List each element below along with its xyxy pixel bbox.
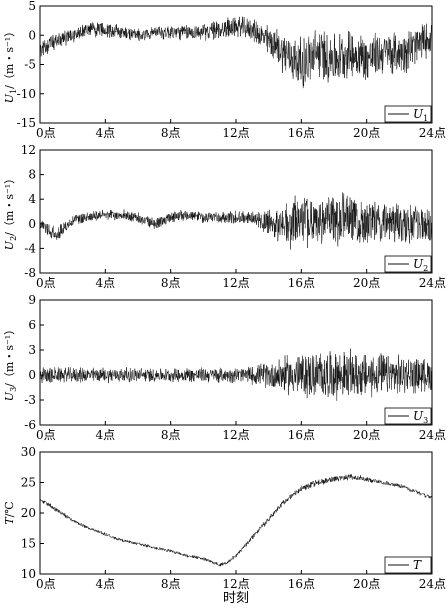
legend-label: T [413, 558, 422, 572]
x-tick-label: 20点 [353, 577, 380, 591]
panel-u3: 9 6 3 0 -3 -60点 4点 8点 12点 16点 20点 24点 U3/（m・s⁻¹） U3 [3, 293, 446, 442]
legend-label: U1 [413, 107, 428, 123]
x-tick-label: 4点 [96, 428, 116, 442]
y-axis-label: T/℃ [3, 501, 16, 524]
x-tick-label: 16点 [288, 428, 315, 442]
x-tick-label: 0点 [36, 276, 56, 290]
x-tick-label: 0点 [36, 577, 56, 591]
plot-frame [39, 451, 433, 575]
y-tick-label: 9 [28, 293, 36, 307]
y-tick-label: 6 [28, 318, 36, 332]
series-line-u2 [39, 192, 433, 250]
y-tick-label: -6 [24, 418, 36, 432]
x-tick-label: 4点 [96, 126, 116, 140]
y-tick-label: -5 [24, 58, 36, 72]
x-tick-label: 12点 [222, 428, 249, 442]
x-tick-label: 8点 [161, 577, 181, 591]
y-tick-label: -8 [24, 266, 36, 280]
y-tick-label: 4 [28, 192, 36, 206]
y-tick-label: -15 [17, 116, 36, 130]
y-tick-label: 25 [21, 476, 36, 490]
y-axis-label: U3/（m・s⁻¹） [3, 324, 18, 401]
y-tick-label: 0 [28, 217, 36, 231]
series-line-u1 [39, 16, 433, 89]
x-tick-label: 16点 [288, 276, 315, 290]
y-tick-label: 30 [21, 445, 36, 459]
y-tick-label: 15 [21, 537, 36, 551]
x-tick-label: 24点 [419, 126, 446, 140]
x-tick-label: 24点 [419, 276, 446, 290]
x-tick-label: 12点 [222, 126, 249, 140]
series-line-u3 [39, 348, 433, 401]
x-tick-label: 4点 [96, 577, 116, 591]
x-tick-label: 20点 [353, 428, 380, 442]
x-tick-label: 24点 [419, 428, 446, 442]
x-tick-label: 12点 [222, 577, 249, 591]
x-tick-label: 20点 [353, 276, 380, 290]
y-tick-label: -3 [24, 393, 36, 407]
y-tick-label: -4 [24, 241, 36, 255]
x-tick-label: 20点 [353, 126, 380, 140]
y-axis-label: U1/（m・s⁻¹） [3, 26, 18, 103]
x-tick-label: 12点 [222, 276, 249, 290]
x-tick-label: 8点 [161, 126, 181, 140]
x-tick-label: 16点 [288, 577, 315, 591]
x-tick-label: 24点 [419, 577, 446, 591]
y-tick-label: 5 [28, 0, 36, 13]
series-line-t [40, 474, 433, 567]
legend-label: U3 [413, 409, 428, 425]
x-tick-label: 0点 [36, 126, 56, 140]
y-axis-label: U2/（m・s⁻¹） [3, 173, 18, 250]
x-tick-label: 8点 [161, 428, 181, 442]
x-tick-label: 4点 [96, 276, 116, 290]
y-tick-label: 0 [28, 368, 36, 382]
x-tick-label: 8点 [161, 276, 181, 290]
y-tick-label: 12 [21, 143, 36, 157]
legend-label: U2 [413, 257, 428, 273]
x-axis-label: 时刻 [223, 591, 249, 606]
y-tick-label: 8 [28, 168, 36, 182]
y-tick-label: 3 [28, 343, 36, 357]
x-tick-label: 0点 [36, 428, 56, 442]
y-tick-label: 0 [28, 28, 36, 42]
y-tick-label: -10 [17, 87, 36, 101]
panel-u2: 12 8 4 0 -4 -80点 4点 8点 12点 16点 20点 24点 U2/（m・s⁻¹） U2 [3, 143, 446, 290]
x-tick-label: 16点 [288, 126, 315, 140]
y-tick-label: 10 [21, 567, 36, 581]
y-tick-label: 20 [21, 506, 36, 520]
